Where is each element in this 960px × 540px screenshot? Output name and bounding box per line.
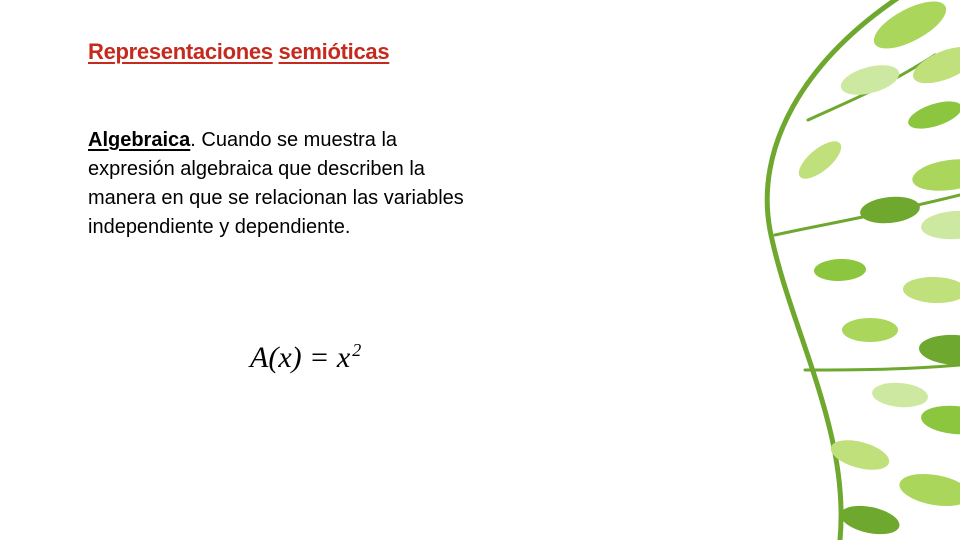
body-paragraph: Algebraica. Cuando se muestra la expresi… — [88, 126, 468, 242]
leaf — [838, 501, 902, 539]
leaf — [859, 194, 921, 226]
leaf — [828, 435, 893, 476]
leaf — [867, 0, 953, 58]
leaf — [920, 209, 960, 242]
formula-eq: = — [302, 341, 337, 374]
title-word-1: Representaciones — [88, 39, 273, 64]
leaf — [903, 276, 960, 304]
formula: A(x) = x2 — [250, 340, 361, 375]
formula-rhs-base: x — [337, 341, 350, 374]
leaf — [905, 96, 960, 134]
slide-title: Representaciones semióticas — [88, 39, 389, 65]
leaf — [908, 39, 960, 90]
formula-rhs-exp: 2 — [352, 340, 361, 360]
formula-lhs: A(x) — [250, 341, 302, 374]
leaf — [838, 60, 903, 101]
leaf — [897, 469, 960, 511]
body-lead: Algebraica — [88, 129, 190, 151]
branch-1 — [808, 55, 935, 120]
leaf — [910, 155, 960, 195]
slide: Representaciones semióticas Algebraica. … — [0, 0, 960, 540]
stem-path — [767, 0, 910, 540]
leaf — [918, 333, 960, 367]
leaf — [842, 318, 898, 342]
leaf — [871, 381, 929, 410]
branch-3 — [805, 365, 960, 370]
title-word-2: semióticas — [279, 39, 390, 64]
leaf-decoration — [540, 0, 960, 540]
leaf — [814, 258, 867, 282]
leaf — [793, 135, 847, 185]
leaf — [920, 403, 960, 437]
branch-2 — [775, 195, 960, 235]
leaves-group — [793, 0, 960, 539]
